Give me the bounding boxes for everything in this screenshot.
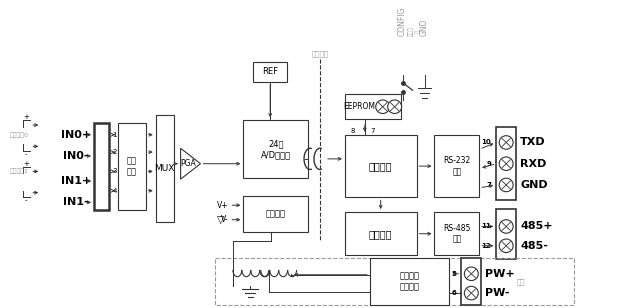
Circle shape	[387, 100, 401, 113]
Text: 输入
电路: 输入 电路	[127, 156, 137, 177]
Bar	[216, 258, 574, 305]
Bar	[243, 196, 308, 232]
Text: 电源: 电源	[517, 278, 526, 285]
Text: RXD: RXD	[520, 159, 547, 169]
Circle shape	[499, 178, 513, 192]
Text: V+: V+	[217, 201, 228, 210]
Bar	[345, 135, 417, 197]
Text: PW+: PW+	[485, 269, 515, 279]
Text: 24位
A/D转换器: 24位 A/D转换器	[261, 139, 291, 159]
Circle shape	[464, 286, 478, 300]
Text: +: +	[23, 161, 29, 167]
Text: REF: REF	[262, 67, 278, 76]
Text: PW-: PW-	[485, 288, 510, 298]
Text: EEPROM: EEPROM	[343, 102, 375, 111]
Bar	[253, 62, 287, 82]
Bar	[345, 94, 401, 119]
Text: GND: GND	[520, 180, 548, 190]
Text: IN1+: IN1+	[61, 176, 91, 186]
Text: +: +	[23, 114, 29, 120]
Text: 滤波电路: 滤波电路	[266, 209, 286, 218]
Text: PGA: PGA	[181, 159, 197, 168]
Circle shape	[499, 157, 513, 170]
Bar	[434, 212, 479, 255]
Text: 10: 10	[481, 140, 491, 145]
Text: 5: 5	[451, 271, 456, 277]
Circle shape	[464, 267, 478, 281]
Text: 滤波电路
调制电路: 滤波电路 调制电路	[399, 271, 420, 292]
Text: 显示电路: 显示电路	[369, 229, 392, 239]
Text: 配置接
线: 配置接 线	[408, 26, 420, 36]
Text: 11: 11	[481, 224, 491, 229]
Bar	[94, 123, 109, 210]
Text: 微处理器: 微处理器	[369, 161, 392, 171]
Text: IN0+: IN0+	[61, 130, 91, 140]
Text: 4: 4	[113, 188, 117, 194]
Text: GND: GND	[420, 19, 429, 36]
Text: V-: V-	[221, 215, 228, 224]
Text: 7: 7	[370, 128, 375, 134]
Bar	[156, 116, 174, 222]
Circle shape	[376, 100, 390, 113]
Text: CONFIG: CONFIG	[398, 7, 407, 36]
Text: 8: 8	[351, 128, 355, 134]
Text: -: -	[25, 151, 27, 157]
Text: RS-232
串口: RS-232 串口	[443, 156, 470, 176]
Polygon shape	[181, 148, 200, 179]
Text: 隔离电路: 隔离电路	[311, 50, 328, 57]
Bar	[434, 135, 479, 197]
Text: 6: 6	[451, 290, 456, 296]
Text: RS-485
串口: RS-485 串口	[443, 224, 470, 244]
Text: 12: 12	[482, 243, 491, 249]
Text: MUX: MUX	[155, 164, 175, 173]
Bar	[345, 212, 417, 255]
Text: 2: 2	[113, 149, 117, 155]
Text: -: -	[25, 197, 27, 203]
Circle shape	[499, 239, 513, 253]
Circle shape	[499, 136, 513, 149]
Bar	[370, 258, 450, 305]
Text: IN0-: IN0-	[63, 151, 89, 161]
Text: ▽: ▽	[217, 215, 224, 225]
Text: 3: 3	[113, 168, 117, 174]
Bar	[462, 258, 481, 305]
Text: 485+: 485+	[520, 221, 553, 232]
Text: 1: 1	[113, 132, 117, 138]
Text: TXD: TXD	[520, 137, 546, 148]
Text: 7: 7	[486, 182, 491, 188]
Bar	[496, 209, 516, 259]
Text: 输入通道1: 输入通道1	[10, 168, 29, 174]
Text: 输入通道0: 输入通道0	[10, 132, 29, 138]
Text: 485-: 485-	[520, 241, 548, 251]
Circle shape	[499, 220, 513, 233]
Bar	[118, 123, 146, 210]
Text: 9: 9	[486, 161, 491, 167]
Text: IN1-: IN1-	[63, 197, 89, 207]
Bar	[496, 127, 516, 201]
Bar	[243, 120, 308, 178]
